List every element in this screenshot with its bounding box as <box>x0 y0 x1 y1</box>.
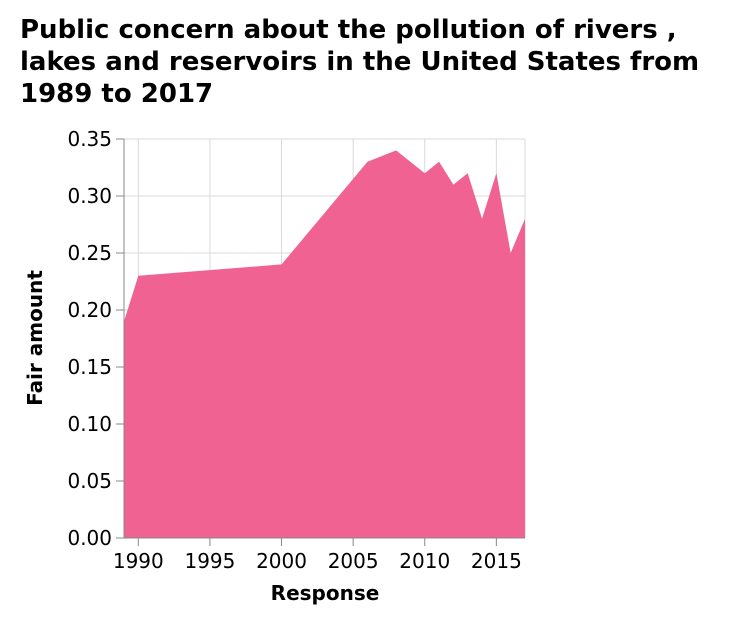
x-tick-label: 2015 <box>471 549 522 573</box>
y-axis-title: Fair amount <box>23 270 47 406</box>
area-series <box>124 150 525 538</box>
y-tick-label: 0.35 <box>67 127 112 151</box>
x-tick-label: 2005 <box>328 549 379 573</box>
y-tick-label: 0.05 <box>67 469 112 493</box>
x-tick-label: 2010 <box>399 549 450 573</box>
axes <box>116 138 525 546</box>
x-tick-label: 2000 <box>256 549 307 573</box>
tick-labels: 0.00 0.05 0.10 0.15 0.20 0.25 0.30 0.35 1990 1995… <box>67 127 521 573</box>
x-tick-label: 1995 <box>184 549 235 573</box>
y-tick-label: 0.30 <box>67 184 112 208</box>
x-tick-label: 1990 <box>113 549 164 573</box>
y-tick-label: 0.20 <box>67 298 112 322</box>
y-tick-label: 0.15 <box>67 355 112 379</box>
y-tick-label: 0.25 <box>67 241 112 265</box>
y-tick-label: 0.10 <box>67 412 112 436</box>
y-tick-label: 0.00 <box>67 526 112 550</box>
chart-title: Public concern about the pollution of ri… <box>20 15 700 109</box>
x-axis-title: Response <box>271 581 380 605</box>
